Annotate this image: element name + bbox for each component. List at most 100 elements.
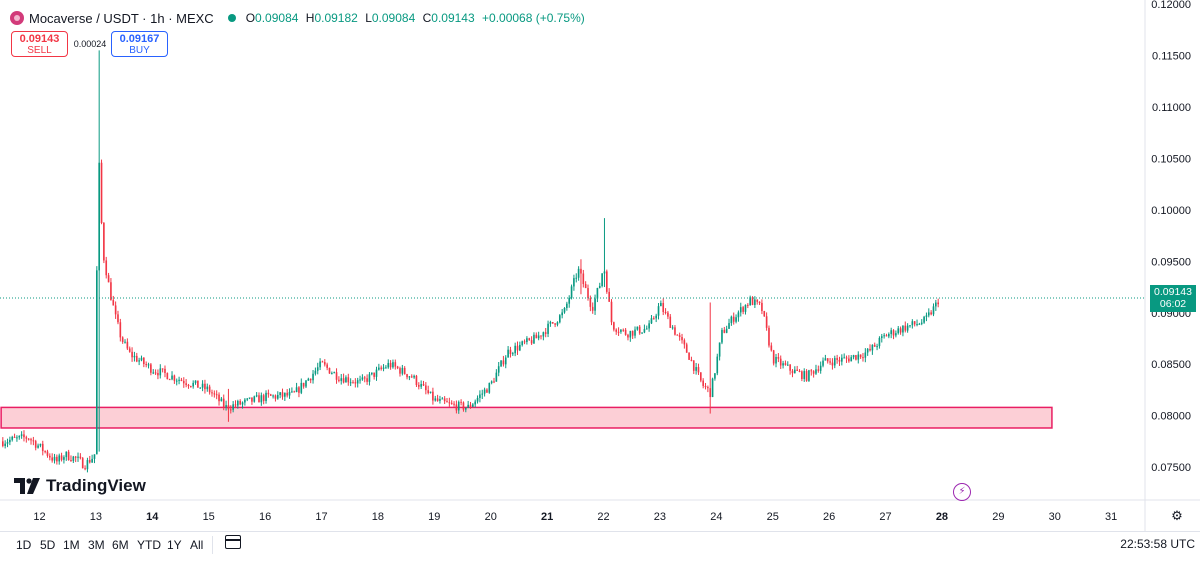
x-tick-label: 22 xyxy=(597,511,609,523)
candle-body xyxy=(74,456,77,458)
candle-body xyxy=(145,364,148,366)
candle-body xyxy=(923,316,925,323)
candle-body xyxy=(770,345,773,351)
candle-body xyxy=(53,456,56,461)
candle-body xyxy=(382,367,385,369)
settings-gear-icon[interactable]: ⚙ xyxy=(1171,508,1183,523)
range-6m-button[interactable]: 6M xyxy=(112,538,129,552)
candle-body xyxy=(603,271,606,274)
candle-body xyxy=(79,456,82,459)
candle-body xyxy=(699,372,702,381)
candle-body xyxy=(542,332,545,337)
candle-body xyxy=(723,329,726,333)
sell-label: SELL xyxy=(27,45,52,56)
candle-body xyxy=(27,438,30,440)
price-axis[interactable]: 0.075000.080000.085000.090000.095000.100… xyxy=(1151,0,1191,474)
candle-body xyxy=(772,350,775,364)
candle-body xyxy=(568,297,571,304)
symbol-title[interactable]: Mocaverse / USDT · 1h · MEXC xyxy=(29,10,214,26)
candle-body xyxy=(49,455,51,458)
candle-body xyxy=(495,372,498,382)
candle-body xyxy=(608,291,610,302)
candle-body xyxy=(888,334,890,337)
candle-body xyxy=(239,400,242,405)
candle-body xyxy=(605,271,608,292)
candle-body xyxy=(352,382,354,384)
candle-body xyxy=(902,325,904,333)
candle-body xyxy=(279,392,281,395)
candle-body xyxy=(229,409,232,411)
candle-body xyxy=(909,325,911,327)
candle-body xyxy=(935,302,937,307)
candle-body xyxy=(359,379,361,381)
candle-body xyxy=(925,315,928,317)
range-1m-button[interactable]: 1M xyxy=(63,538,80,552)
high-key: H xyxy=(305,11,315,25)
candle-body xyxy=(319,361,321,368)
candle-body xyxy=(307,378,310,381)
candle-body xyxy=(594,298,596,311)
candle-body xyxy=(453,403,455,405)
range-1y-button[interactable]: 1Y xyxy=(167,538,182,552)
candle-body xyxy=(34,441,37,448)
candle-body xyxy=(208,386,211,393)
candle-body xyxy=(286,392,289,396)
buy-label: BUY xyxy=(129,45,150,56)
candle-body xyxy=(361,377,364,380)
candle-body xyxy=(314,370,317,374)
candle-body xyxy=(197,380,199,388)
tradingview-logo[interactable]: TradingView xyxy=(14,476,146,496)
candle-body xyxy=(676,334,679,336)
candle-body xyxy=(869,348,871,351)
candle-body xyxy=(746,304,749,306)
candle-body xyxy=(44,451,46,453)
candle-body xyxy=(650,318,653,324)
candle-body xyxy=(476,397,479,402)
range-all-button[interactable]: All xyxy=(190,538,204,552)
candle-body xyxy=(215,394,218,396)
time-axis[interactable]: 12 13 14 15 16 17 18 19 20 21 22 23 24 25 26 27 28 29 30 31 xyxy=(33,511,1117,523)
candle-body xyxy=(368,374,371,382)
candle-body xyxy=(488,383,491,393)
candle-body xyxy=(392,362,394,368)
range-5d-button[interactable]: 5D xyxy=(40,538,56,552)
candle-body xyxy=(930,312,932,315)
price-chart[interactable]: 0.075000.080000.085000.090000.095000.100… xyxy=(0,0,1200,531)
candle-body xyxy=(110,282,112,301)
x-tick-label: 20 xyxy=(485,511,497,523)
candle-body xyxy=(810,370,813,372)
candle-body xyxy=(143,357,145,365)
candle-body xyxy=(272,395,274,397)
candle-body xyxy=(507,349,509,358)
candle-body xyxy=(620,329,622,332)
range-ytd-button[interactable]: YTD xyxy=(137,538,161,552)
candle-body xyxy=(587,288,589,299)
candle-body xyxy=(140,357,143,361)
candle-body xyxy=(222,398,225,407)
bottom-toolbar: 1D 5D 1M 3M 6M YTD 1Y All xyxy=(0,531,1200,561)
utc-clock[interactable]: 22:53:58 UTC xyxy=(1120,537,1195,551)
candle-body xyxy=(86,460,89,470)
candle-body xyxy=(117,314,119,323)
calendar-range-icon[interactable] xyxy=(225,535,241,549)
candle-body xyxy=(180,379,183,381)
candle-body xyxy=(500,360,502,367)
candle-body xyxy=(561,312,563,316)
candle-body xyxy=(387,362,390,368)
sell-button[interactable]: 0.09143 SELL xyxy=(11,31,68,57)
buy-button[interactable]: 0.09167 BUY xyxy=(111,31,168,57)
candle-body xyxy=(331,373,333,375)
candle-body xyxy=(413,375,415,378)
lightning-icon[interactable]: ⚡ xyxy=(953,483,971,501)
candle-body xyxy=(154,372,157,374)
candle-body xyxy=(718,342,721,357)
candle-body xyxy=(138,360,140,362)
candle-body xyxy=(883,335,885,337)
candle-body xyxy=(342,378,345,383)
candle-body xyxy=(636,326,639,330)
range-1d-button[interactable]: 1D xyxy=(16,538,32,552)
candle-body xyxy=(9,439,11,443)
range-3m-button[interactable]: 3M xyxy=(88,538,105,552)
candle-body xyxy=(439,399,441,401)
candle-body xyxy=(678,335,681,338)
